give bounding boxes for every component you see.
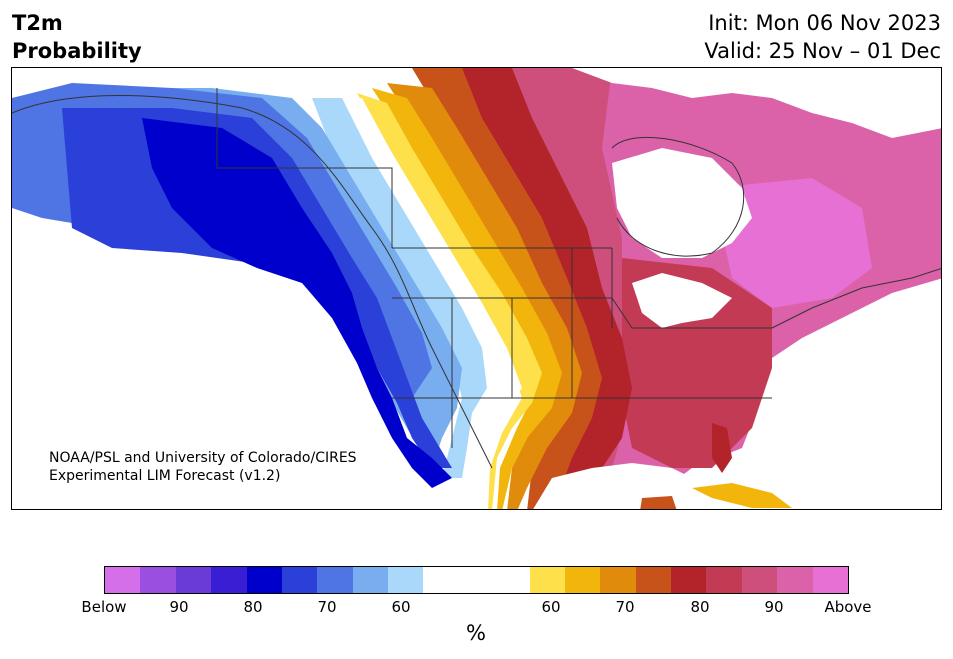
great-lakes xyxy=(632,273,732,328)
gulf-of-mexico xyxy=(533,463,721,509)
colorbar-below-5 xyxy=(281,567,318,593)
tick-below-80: 80 xyxy=(243,598,263,616)
credit-line-1: NOAA/PSL and University of Colorado/CIRE… xyxy=(49,450,357,466)
map-canvas xyxy=(12,68,941,509)
yucatan xyxy=(640,496,677,509)
map-title: T2m Probability xyxy=(12,9,142,65)
colorbar-unit: % xyxy=(466,621,486,645)
arctic-islands xyxy=(572,68,941,138)
forecast-dates: Init: Mon 06 Nov 2023 Valid: 25 Nov – 01… xyxy=(704,9,941,65)
colorbar-above-0 xyxy=(529,567,565,593)
above-band-rust xyxy=(412,68,602,509)
below-band-royal xyxy=(62,108,452,468)
colorbar-above-7 xyxy=(777,567,813,593)
cuba xyxy=(692,483,792,508)
colorbar-below-4 xyxy=(246,567,282,593)
tick-above-90: 90 xyxy=(764,598,784,616)
above-band-yellow xyxy=(357,93,542,509)
credit-text: NOAA/PSL and University of Colorado/CIRE… xyxy=(49,449,357,485)
tick-below-90: 90 xyxy=(169,598,189,616)
colorbar-below-8 xyxy=(388,567,424,593)
colorbar-near-normal xyxy=(423,567,530,593)
florida xyxy=(712,423,732,473)
probability-map xyxy=(11,67,942,510)
tick-above-70: 70 xyxy=(615,598,635,616)
above-band-orange xyxy=(387,83,582,509)
tick-below-70: 70 xyxy=(317,598,337,616)
tick-above-60: 60 xyxy=(541,598,561,616)
tick-above-80: 80 xyxy=(690,598,710,616)
colorbar xyxy=(104,566,849,594)
hudson-bay xyxy=(612,148,752,258)
colorbar-below-3 xyxy=(211,567,247,593)
colorbar-below-6 xyxy=(317,567,353,593)
colorbar-above-6 xyxy=(741,567,778,593)
init-date: Init: Mon 06 Nov 2023 xyxy=(708,11,941,35)
above-band-pink xyxy=(712,178,872,308)
colorbar-below-2 xyxy=(175,567,212,593)
variable-label: T2m xyxy=(12,11,63,35)
colorbar-above-8 xyxy=(812,567,848,593)
colorbar-above-4 xyxy=(671,567,707,593)
colorbar-below-0 xyxy=(105,567,141,593)
tick-below-60: 60 xyxy=(391,598,411,616)
colorbar-below-7 xyxy=(352,567,388,593)
below-band-deep xyxy=(142,118,452,488)
colorbar-above-3 xyxy=(635,567,672,593)
colorbar-above-5 xyxy=(706,567,742,593)
probability-label: Probability xyxy=(12,39,142,63)
colorbar-above-1 xyxy=(564,567,601,593)
borders xyxy=(12,88,941,469)
tick-above: Above xyxy=(824,598,872,616)
valid-range: Valid: 25 Nov – 01 Dec xyxy=(704,39,941,63)
credit-line-2: Experimental LIM Forecast (v1.2) xyxy=(49,468,281,484)
colorbar-above-2 xyxy=(600,567,636,593)
colorbar-below-1 xyxy=(140,567,176,593)
tick-below: Below xyxy=(81,598,127,616)
